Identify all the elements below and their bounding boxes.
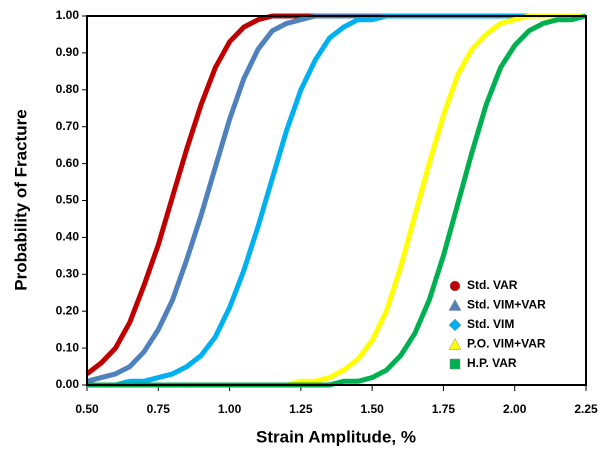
legend-marker [448,298,462,311]
y-tick-label: 0.10 [56,340,80,354]
y-tick-label: 0.80 [56,82,80,96]
legend-label: Std. VIM [467,317,514,331]
y-tick-label: 0.00 [56,377,80,391]
x-tick-label: 0.50 [75,402,99,416]
y-tick-label: 0.90 [56,45,80,59]
plot-frame [86,15,587,386]
y-tick-label: 0.50 [56,193,80,207]
legend-marker [448,337,462,350]
x-tick-label: 1.25 [289,402,313,416]
x-tick-label: 1.75 [432,402,456,416]
y-tick-label: 0.40 [56,230,80,244]
x-tick-label: 1.00 [218,402,242,416]
x-tick-label: 2.25 [574,402,598,416]
legend-marker [449,358,461,370]
legend-marker [448,318,462,332]
legend-label: P.O. VIM+VAR [467,337,546,351]
x-tick-label: 0.75 [147,402,171,416]
y-tick-label: 0.60 [56,156,80,170]
y-tick-label: 0.20 [56,303,80,317]
x-tick-label: 2.00 [503,402,527,416]
legend-label: H.P. VAR [467,356,517,370]
x-tick-label: 1.50 [360,402,384,416]
legend-label: Std. VIM+VAR [467,298,546,312]
legend-marker [449,280,461,292]
y-tick-label: 0.70 [56,119,80,133]
legend-label: Std. VAR [467,278,518,292]
y-tick-label: 0.30 [56,266,80,280]
y-axis-title: Probability of Fracture [11,109,30,290]
y-tick-label: 1.00 [56,8,80,22]
x-axis-title: Strain Amplitude, % [256,427,416,446]
